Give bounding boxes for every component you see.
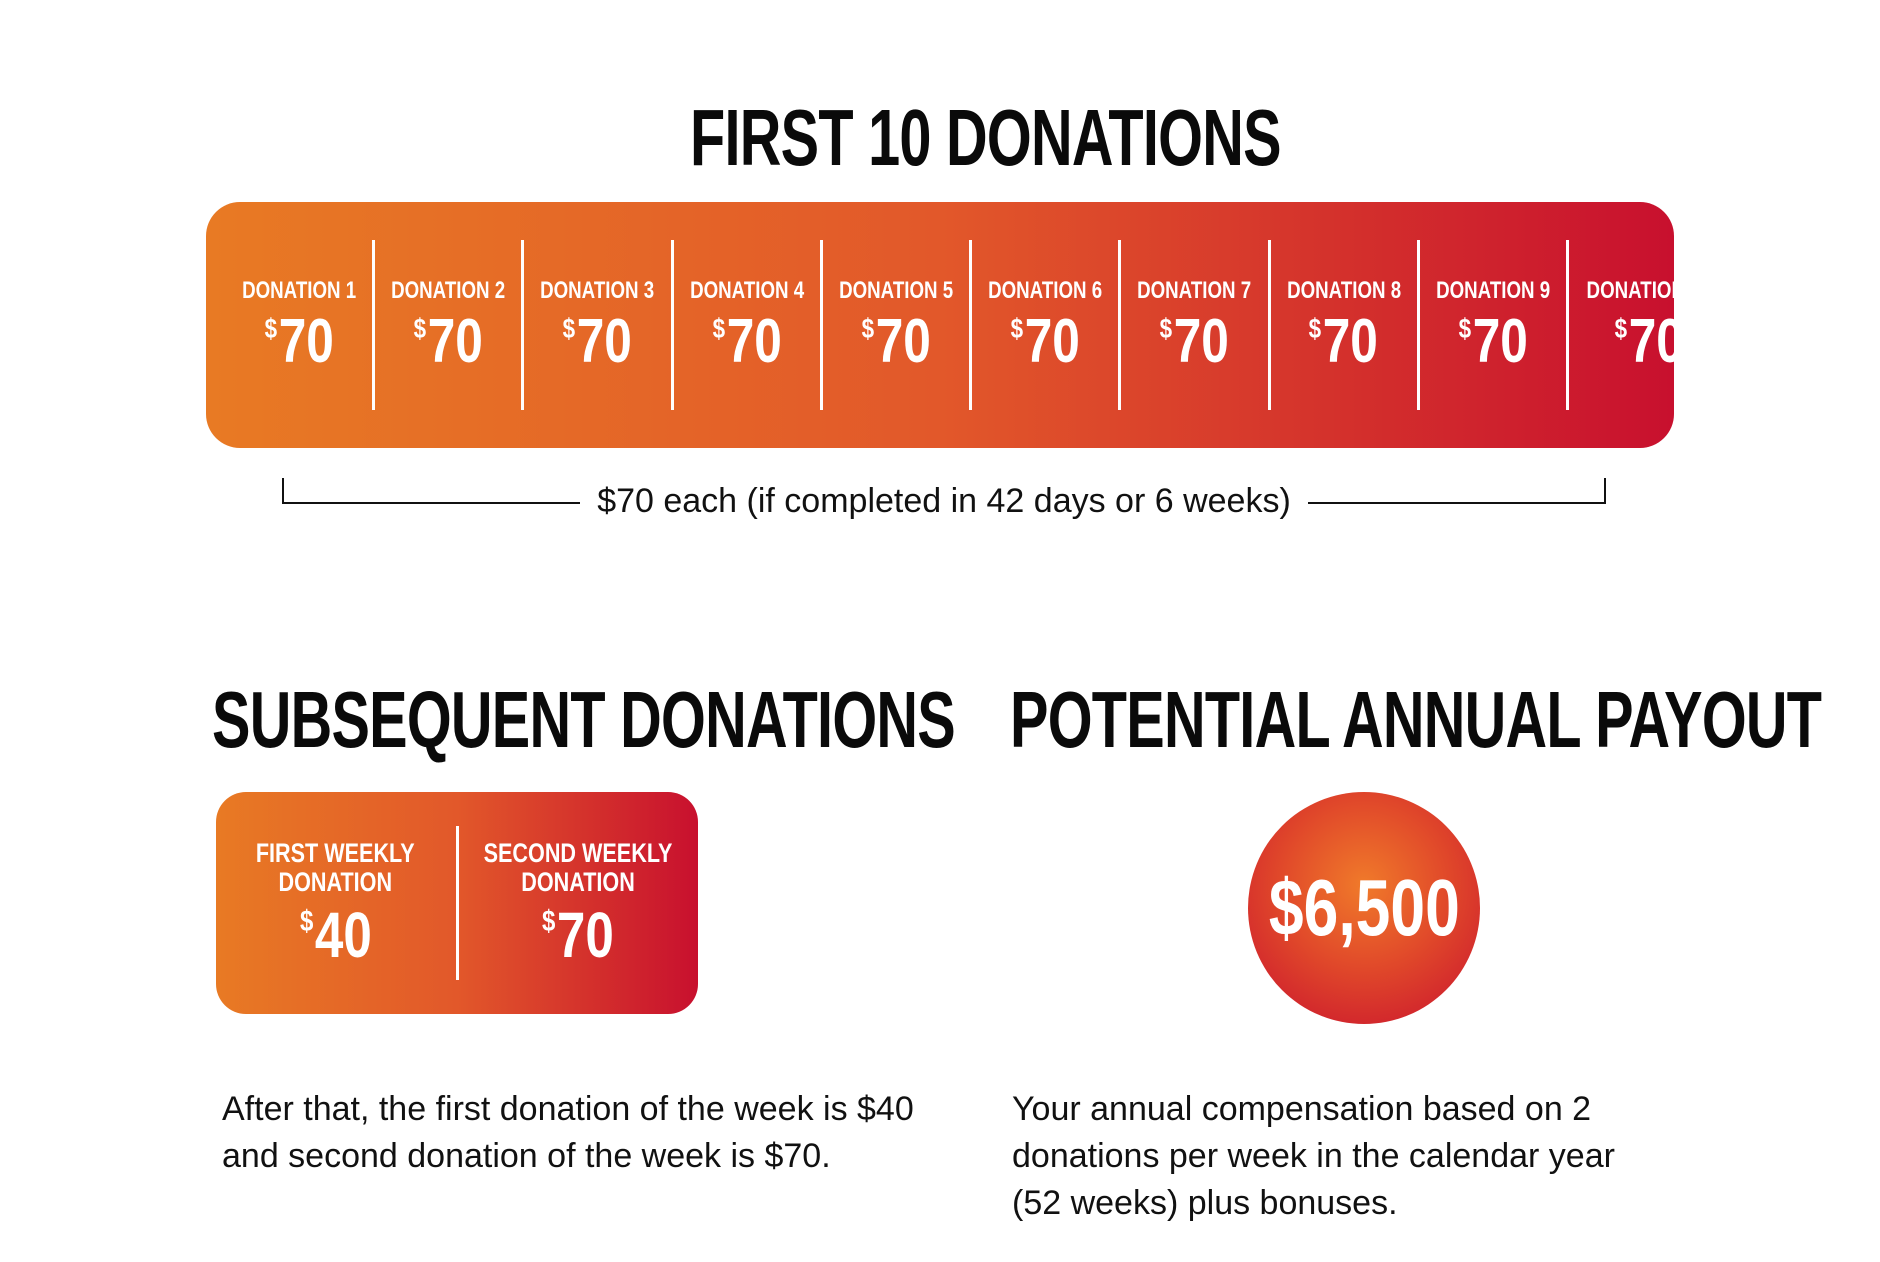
donation-value: 70 xyxy=(875,307,931,376)
donation-cell: DONATION 8 $70 xyxy=(1267,240,1417,410)
donation-value: 70 xyxy=(1628,307,1684,376)
currency-symbol: $ xyxy=(264,313,277,344)
donation-label: DONATION 6 xyxy=(988,277,1103,304)
donation-value: 70 xyxy=(1472,307,1528,376)
donation-cell: DONATION 10 $70 xyxy=(1566,240,1729,410)
donation-label: DONATION 1 xyxy=(242,277,357,304)
currency-symbol: $ xyxy=(1159,313,1173,344)
donation-cell: DONATION 7 $70 xyxy=(1118,240,1267,410)
donation-cell: DONATION 9 $70 xyxy=(1416,240,1566,410)
weekly-label-line2: DONATION xyxy=(521,867,636,897)
currency-symbol: $ xyxy=(1458,313,1471,344)
subsequent-donations-title: SUBSEQUENT DONATIONS xyxy=(212,675,956,764)
donation-cell: DONATION 3 $70 xyxy=(521,240,670,410)
payout-amount: $6,500 xyxy=(1268,863,1460,952)
donation-label: DONATION 4 xyxy=(689,277,804,304)
donation-value: 70 xyxy=(278,307,334,376)
weekly-label-line1: SECOND WEEKLY xyxy=(483,837,673,868)
first-donations-bar: DONATION 1 $70 DONATION 2 $70 DONATION 3… xyxy=(206,202,1711,448)
donation-label: DONATION 8 xyxy=(1286,277,1401,304)
currency-symbol: $ xyxy=(542,905,556,939)
currency-symbol: $ xyxy=(861,313,874,344)
currency-symbol: $ xyxy=(1309,313,1322,344)
weekly-value: 70 xyxy=(557,899,615,972)
payout-description: Your annual compensation based on 2 dona… xyxy=(1012,1090,1615,1222)
donation-label: DONATION 10 xyxy=(1586,277,1712,304)
donation-cell: DONATION 6 $70 xyxy=(969,240,1118,410)
weekly-label-line2: DONATION xyxy=(278,867,393,897)
donation-value: 70 xyxy=(577,307,633,376)
donation-cell: DONATION 5 $70 xyxy=(819,240,969,410)
bracket-right-tick xyxy=(1604,478,1606,504)
donation-cell: DONATION 2 $70 xyxy=(372,240,521,410)
weekly-donations-bar: FIRST WEEKLY DONATION $40 SECOND WEEKLY DO… xyxy=(216,792,698,1014)
donation-amount: $70 xyxy=(1458,311,1527,373)
donation-label: DONATION 3 xyxy=(540,277,655,304)
first-donations-title: FIRST 10 DONATIONS xyxy=(690,93,1282,182)
weekly-donation-cell: FIRST WEEKLY DONATION $40 xyxy=(216,826,456,980)
donation-value: 70 xyxy=(726,307,782,376)
payout-circle: $6,500 xyxy=(1248,792,1480,1024)
donation-label: DONATION 9 xyxy=(1435,277,1551,304)
currency-symbol: $ xyxy=(562,313,576,344)
annual-payout-title: POTENTIAL ANNUAL PAYOUT xyxy=(1010,675,1822,764)
weekly-donation-cell: SECOND WEEKLY DONATION $70 xyxy=(455,826,699,980)
currency-symbol: $ xyxy=(712,313,725,344)
currency-symbol: $ xyxy=(1614,313,1627,344)
weekly-donation-label: FIRST WEEKLY DONATION xyxy=(256,837,416,897)
donation-value: 70 xyxy=(1024,307,1080,376)
subsequent-description: After that, the first donation of the we… xyxy=(222,1090,914,1175)
donation-value: 70 xyxy=(427,307,483,376)
donation-amount: $70 xyxy=(414,311,483,373)
donation-cell: DONATION 1 $70 xyxy=(226,240,372,410)
bracket-right-line xyxy=(1308,502,1606,504)
weekly-donation-amount: $40 xyxy=(300,903,372,967)
donation-label: DONATION 7 xyxy=(1137,277,1252,304)
bracket-left-tick xyxy=(282,478,284,504)
donation-amount: $70 xyxy=(1011,311,1080,373)
weekly-value: 40 xyxy=(314,899,372,972)
donation-amount: $70 xyxy=(861,311,930,373)
donation-amount: $70 xyxy=(1160,311,1229,373)
donation-amount: $70 xyxy=(264,311,333,373)
donation-value: 70 xyxy=(1173,307,1230,376)
currency-symbol: $ xyxy=(413,313,427,344)
bracket-left-line xyxy=(282,502,580,504)
donation-label: DONATION 5 xyxy=(839,277,954,304)
currency-symbol: $ xyxy=(1010,313,1024,344)
donation-label: DONATION 2 xyxy=(391,277,506,304)
donation-cell: DONATION 4 $70 xyxy=(670,240,820,410)
donation-amount: $70 xyxy=(1614,311,1683,373)
donation-amount: $70 xyxy=(1309,311,1378,373)
donation-amount: $70 xyxy=(712,311,781,373)
weekly-donation-amount: $70 xyxy=(542,903,614,967)
donation-value: 70 xyxy=(1323,307,1379,376)
donation-amount: $70 xyxy=(563,311,632,373)
currency-symbol: $ xyxy=(299,905,314,939)
bracket-annotation: $70 each (if completed in 42 days or 6 w… xyxy=(282,478,1606,520)
weekly-donation-label: SECOND WEEKLY DONATION xyxy=(483,837,673,897)
weekly-label-line1: FIRST WEEKLY xyxy=(256,837,416,868)
bracket-note: $70 each (if completed in 42 days or 6 w… xyxy=(597,482,1291,520)
